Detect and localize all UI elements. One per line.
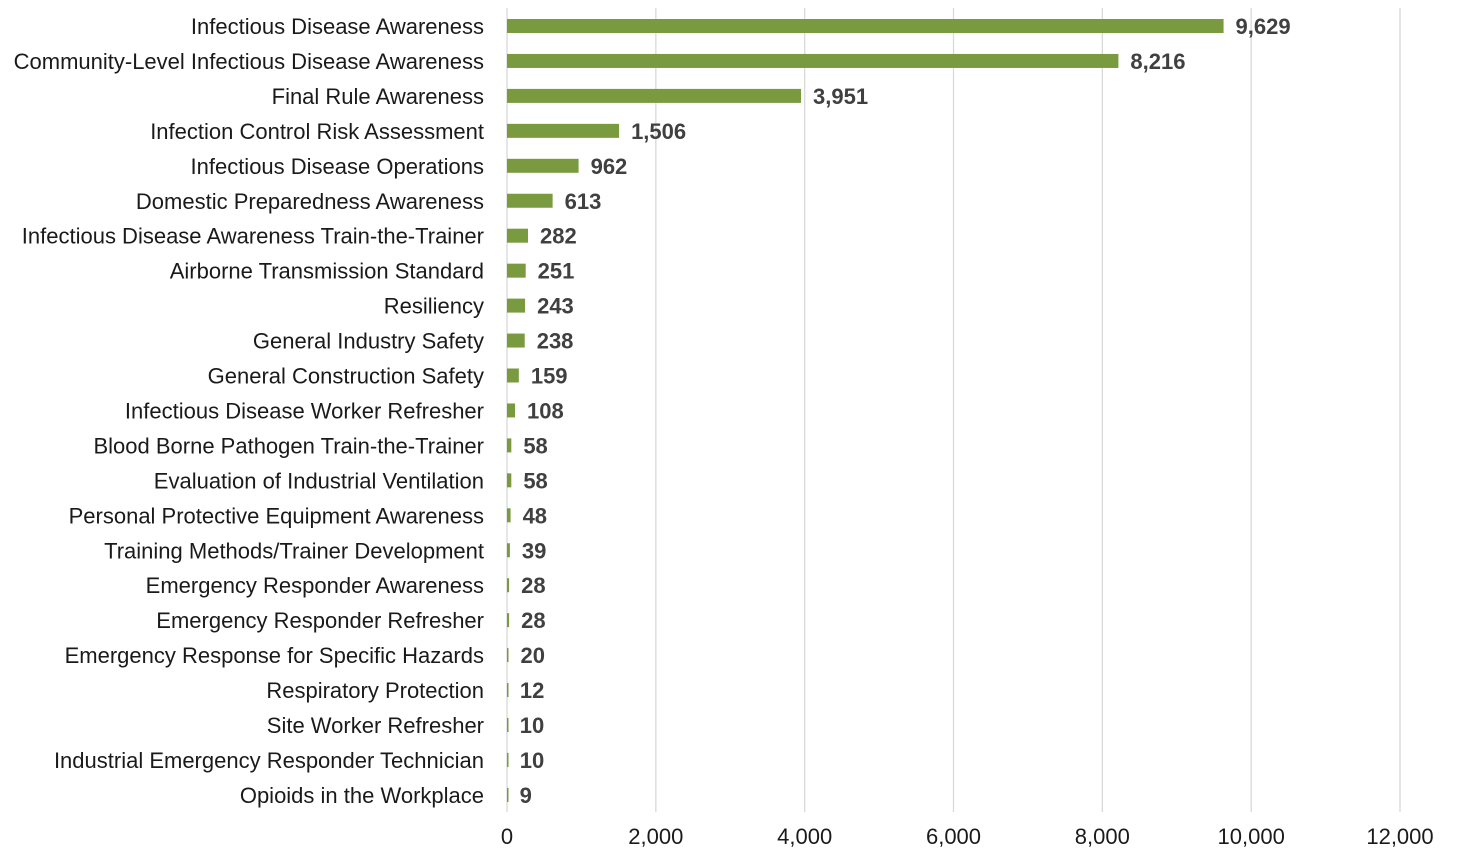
data-label: 10	[520, 713, 544, 738]
gridlines	[506, 8, 1401, 812]
bar	[507, 263, 526, 278]
data-label: 20	[520, 643, 544, 668]
category-label: General Construction Safety	[208, 364, 484, 389]
x-tick-label: 6,000	[926, 824, 981, 849]
data-label: 108	[527, 398, 564, 423]
bar	[507, 787, 509, 802]
data-label: 28	[521, 573, 545, 598]
bar	[507, 578, 510, 593]
data-label: 9,629	[1236, 14, 1291, 39]
data-label: 48	[523, 503, 547, 528]
bar	[507, 228, 528, 243]
data-label: 282	[540, 224, 577, 249]
category-label: Site Worker Refresher	[267, 713, 484, 738]
data-label: 10	[520, 748, 544, 773]
category-label: Respiratory Protection	[266, 678, 484, 703]
data-label: 613	[565, 189, 602, 214]
data-label: 28	[521, 608, 545, 633]
bars	[507, 19, 1224, 802]
data-label: 9	[520, 783, 532, 808]
bar	[507, 648, 509, 663]
x-tick-label: 10,000	[1218, 824, 1285, 849]
category-label: Airborne Transmission Standard	[170, 259, 484, 284]
bar	[507, 613, 510, 628]
bar	[507, 53, 1119, 68]
category-label: Infection Control Risk Assessment	[150, 119, 484, 144]
category-label: Industrial Emergency Responder Technicia…	[54, 748, 484, 773]
data-label: 58	[523, 468, 547, 493]
category-label: Emergency Responder Awareness	[146, 573, 484, 598]
bar	[507, 718, 509, 732]
x-tick-label: 12,000	[1366, 824, 1433, 849]
category-label: Evaluation of Industrial Ventilation	[154, 468, 484, 493]
bar	[507, 473, 512, 488]
data-label: 39	[522, 538, 546, 563]
category-label: Blood Borne Pathogen Train-the-Trainer	[93, 433, 484, 458]
x-axis-tick-labels: 0 2,000 4,000 6,000 8,000 10,000 12,000	[501, 824, 1434, 849]
data-label: 58	[523, 433, 547, 458]
x-tick-label: 4,000	[777, 824, 832, 849]
bar	[507, 368, 519, 383]
bar	[507, 193, 553, 208]
data-label: 3,951	[813, 84, 868, 109]
bar	[507, 298, 526, 313]
data-label: 159	[531, 364, 568, 389]
category-label: Community-Level Infectious Disease Aware…	[14, 49, 484, 74]
category-label: Emergency Response for Specific Hazards	[65, 643, 484, 668]
category-labels: Infectious Disease Awareness Community-Le…	[14, 14, 484, 808]
category-label: Personal Protective Equipment Awareness	[69, 503, 484, 528]
bar	[507, 333, 525, 348]
bar	[507, 543, 510, 558]
data-label: 251	[538, 259, 575, 284]
x-tick-label: 2,000	[628, 824, 683, 849]
data-label: 12	[520, 678, 544, 703]
category-label: Infectious Disease Worker Refresher	[125, 398, 484, 423]
category-label: Final Rule Awareness	[272, 84, 484, 109]
category-label: General Industry Safety	[253, 329, 484, 354]
category-label: Opioids in the Workplace	[240, 783, 484, 808]
category-label: Resiliency	[384, 294, 484, 319]
bar	[507, 403, 516, 418]
bar	[507, 683, 509, 698]
bar	[507, 123, 620, 138]
data-label: 243	[537, 294, 574, 319]
data-label: 8,216	[1130, 49, 1185, 74]
category-label: Infectious Disease Awareness Train-the-T…	[22, 224, 484, 249]
data-label: 238	[537, 329, 574, 354]
x-tick-label: 8,000	[1075, 824, 1130, 849]
bar	[507, 508, 511, 523]
bar	[507, 752, 509, 767]
category-label: Emergency Responder Refresher	[156, 608, 484, 633]
data-label: 962	[591, 154, 628, 179]
category-label: Infectious Disease Awareness	[191, 14, 484, 39]
category-label: Domestic Preparedness Awareness	[136, 189, 484, 214]
bar	[507, 19, 1224, 33]
x-tick-label: 0	[501, 824, 513, 849]
bar	[507, 438, 512, 453]
data-label: 1,506	[631, 119, 686, 144]
bar	[507, 158, 579, 173]
bar	[507, 88, 802, 103]
category-label: Training Methods/Trainer Development	[104, 538, 484, 563]
category-label: Infectious Disease Operations	[191, 154, 485, 179]
